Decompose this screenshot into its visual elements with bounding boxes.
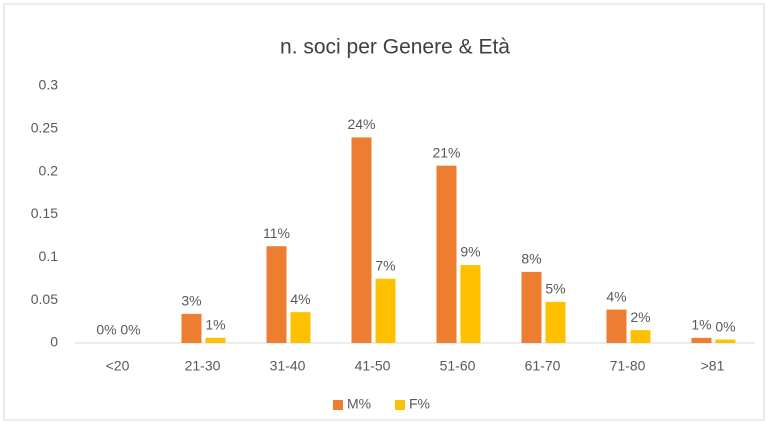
bar	[266, 246, 287, 343]
legend-label: F%	[409, 396, 430, 412]
x-tick-label: 71-80	[610, 358, 646, 374]
legend-swatch	[395, 400, 405, 410]
value-label: 0%	[96, 322, 116, 338]
bar	[290, 312, 311, 343]
bar	[691, 337, 712, 343]
x-tick-label: 41-50	[355, 358, 391, 374]
x-tick-label: <20	[106, 358, 130, 374]
chart-title: n. soci per Genere & Età	[280, 36, 510, 59]
value-label: 8%	[521, 251, 541, 267]
legend-swatch	[333, 400, 343, 410]
bar	[375, 278, 396, 343]
value-label: 11%	[263, 225, 290, 241]
bar	[606, 309, 627, 343]
value-label: 0%	[715, 318, 735, 334]
y-tick-label: 0	[50, 334, 58, 350]
bar	[630, 330, 651, 343]
value-label: 5%	[545, 281, 565, 297]
y-tick-label: 0.2	[39, 162, 59, 178]
bar	[545, 301, 566, 343]
x-tick-label: 51-60	[440, 358, 476, 374]
value-label: 2%	[630, 309, 650, 325]
bar	[715, 339, 736, 343]
y-tick-label: 0.3	[39, 77, 59, 93]
value-label: 24%	[347, 116, 375, 132]
chart-frame	[3, 3, 765, 421]
bar	[521, 271, 542, 343]
value-label: 1%	[205, 317, 225, 333]
bar	[436, 165, 457, 343]
value-label: 7%	[375, 257, 395, 273]
value-label: 4%	[606, 288, 626, 304]
x-tick-label: 61-70	[525, 358, 561, 374]
bar	[205, 337, 226, 343]
y-tick-label: 0.1	[39, 248, 59, 264]
value-label: 0%	[120, 322, 140, 338]
x-tick-label: 21-30	[185, 358, 221, 374]
value-label: 9%	[460, 244, 480, 260]
y-tick-label: 0.15	[31, 205, 58, 221]
value-label: 4%	[290, 291, 310, 307]
x-tick-label: >81	[701, 358, 725, 374]
value-label: 1%	[691, 317, 711, 333]
y-tick-label: 0.25	[31, 120, 58, 136]
value-label: 3%	[181, 293, 201, 309]
y-tick-label: 0.05	[31, 291, 58, 307]
x-tick-label: 31-40	[270, 358, 306, 374]
value-label: 21%	[432, 144, 460, 160]
bar	[351, 137, 372, 343]
bar	[181, 313, 202, 343]
bar	[460, 265, 481, 343]
legend-label: M%	[347, 396, 371, 412]
